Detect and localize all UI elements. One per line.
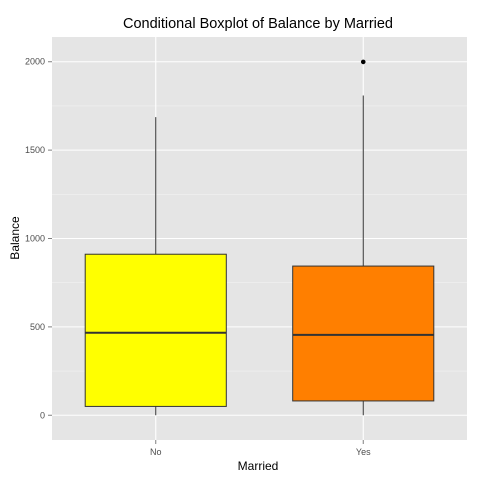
box-iqr (292, 265, 435, 402)
x-tick-label: Yes (356, 447, 371, 457)
x-axis: No Yes (150, 440, 371, 457)
x-tick-label: No (150, 447, 162, 457)
box-iqr (84, 253, 227, 407)
y-tick-label: 0 (40, 410, 45, 420)
y-axis: 0 500 1000 1500 2000 (25, 57, 52, 420)
y-tick-label: 2000 (25, 57, 45, 67)
x-axis-title: Married (238, 459, 279, 473)
chart-title: Conditional Boxplot of Balance by Marrie… (123, 16, 393, 32)
plot-panel (52, 37, 467, 440)
box-yes (292, 59, 435, 416)
y-tick-label: 1500 (25, 145, 45, 155)
y-tick-label: 500 (30, 322, 45, 332)
box-no (84, 117, 227, 416)
outlier-point (360, 59, 366, 65)
y-tick-label: 1000 (25, 234, 45, 244)
y-axis-title: Balance (8, 216, 22, 260)
